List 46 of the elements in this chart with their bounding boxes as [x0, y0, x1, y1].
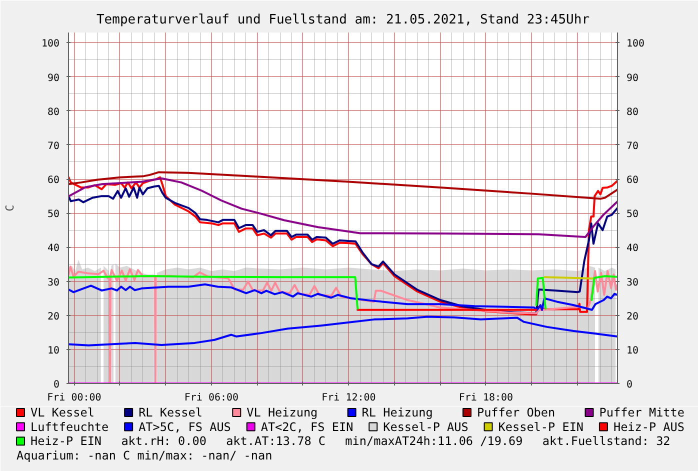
- y-tick-label: 0: [53, 380, 60, 390]
- legend-label: Kessel-P AUS: [383, 420, 468, 434]
- legend-label: VL Heizung: [246, 406, 318, 420]
- y-tick-label: 50: [47, 209, 60, 220]
- y-tick-label: 20: [47, 311, 60, 322]
- chart-title: Temperaturverlauf und Fuellstand am: 21.05.2021, Stand 23:45Uhr: [96, 12, 590, 28]
- y2-tick-label: 100: [626, 38, 645, 50]
- y-tick-label: 30: [47, 277, 60, 288]
- x-tick-label: Fri 18:00: [458, 392, 514, 404]
- legend-label: AT<2C, FS EIN: [260, 420, 354, 434]
- text: Aquarium: -nan C min/max: -nan/ -nan: [16, 448, 272, 462]
- text: akt.rH: 0.00: [121, 434, 206, 448]
- y2-tick-label: 70: [626, 140, 639, 152]
- y2-tick-label: 30: [626, 277, 639, 288]
- legend-label: Kessel-P EIN: [498, 420, 584, 434]
- legend-label: Puffer Mitte: [599, 406, 684, 420]
- y-tick-label: 70: [47, 140, 60, 152]
- legend-label: RL Kessel: [138, 406, 202, 420]
- text: akt.AT:13.78 C: [226, 434, 326, 448]
- legend-label: Heiz-P EIN: [30, 434, 102, 448]
- y2-tick-label: 10: [626, 345, 639, 356]
- text: akt.Fuellstand: 32: [542, 434, 670, 448]
- legend-label: Puffer Oben: [476, 406, 556, 420]
- y-tick-label: 10: [47, 345, 60, 356]
- x-tick-label: Fri 12:00: [322, 392, 376, 404]
- y-tick-label: 100: [41, 38, 60, 50]
- y2-tick-label: 40: [626, 243, 639, 254]
- y2-tick-label: 0: [626, 380, 633, 390]
- y2-tick-label: 20: [626, 311, 639, 322]
- legend-label: AT>5C, FS AUS: [138, 420, 231, 434]
- legend-label: Heiz-P AUS: [613, 420, 684, 434]
- y2-tick-label: 60: [626, 175, 639, 186]
- legend-label: Luftfeuchte: [30, 420, 109, 434]
- y-tick-label: 60: [47, 175, 60, 186]
- text: min/maxAT24h:11.06 /19.69: [345, 434, 523, 448]
- x-tick-label: Fri 00:00: [47, 392, 102, 404]
- legend-label: RL Heizung: [362, 406, 433, 420]
- y2-tick-label: 50: [626, 209, 639, 220]
- y2-tick-label: 90: [626, 72, 639, 84]
- y2-tick-label: 80: [626, 106, 639, 118]
- y-tick-label: 40: [47, 243, 60, 254]
- y-tick-label: 80: [47, 106, 60, 118]
- x-tick-label: Fri 06:00: [184, 392, 239, 404]
- y-axis-title: C: [3, 204, 16, 212]
- legend-label: VL Kessel: [30, 406, 94, 420]
- y-tick-label: 90: [47, 72, 60, 84]
